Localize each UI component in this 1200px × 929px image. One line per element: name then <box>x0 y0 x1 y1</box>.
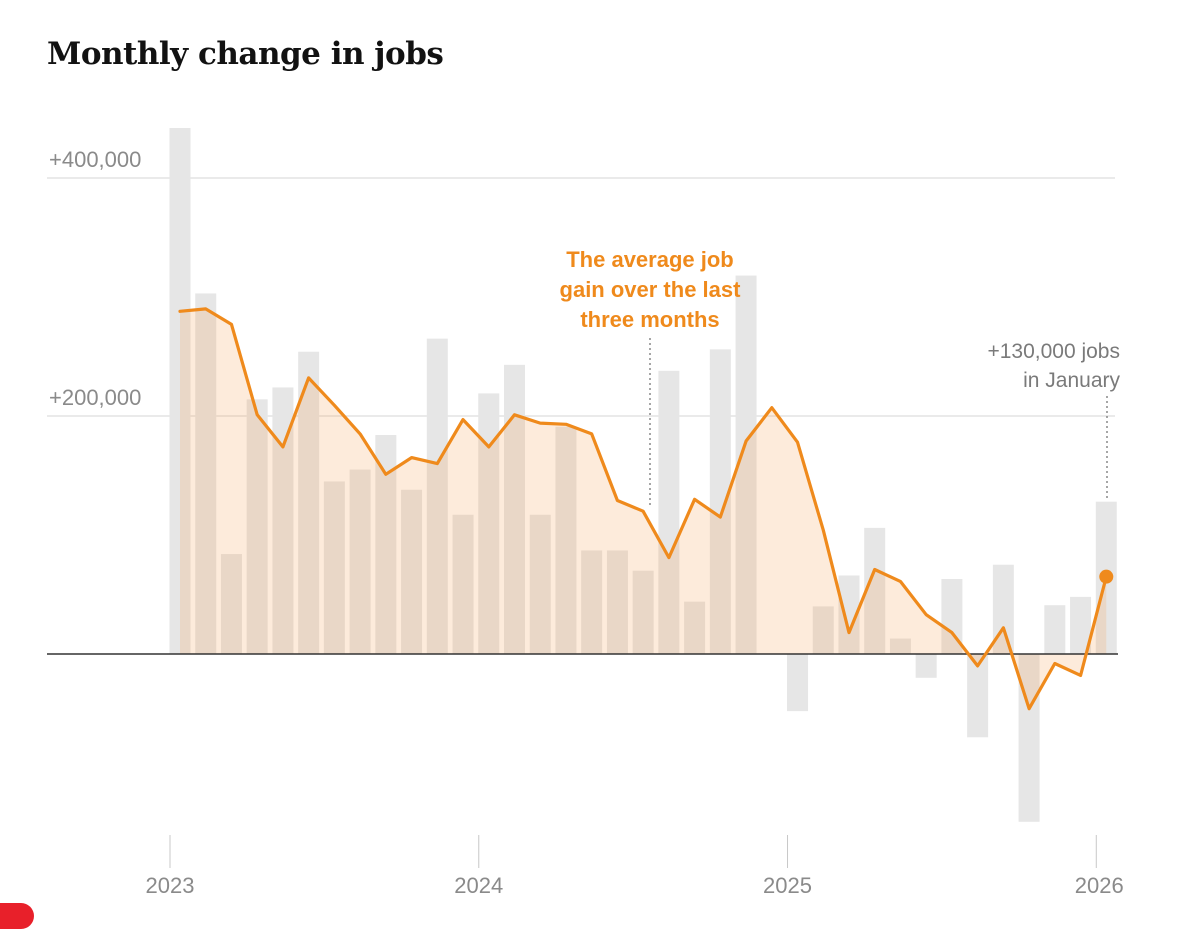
bar-2025-08 <box>967 654 989 738</box>
latest-annotation: +130,000 jobs in January <box>987 340 1120 392</box>
bar-2023-09 <box>375 435 397 654</box>
bar-2023-03 <box>220 554 242 654</box>
x-tick-label: 2023 <box>146 873 195 898</box>
bar-2023-06 <box>298 351 320 654</box>
bar-2024-11 <box>735 275 757 654</box>
bar-2025-12 <box>1070 596 1092 654</box>
bar-2025-02 <box>812 606 834 654</box>
bar-2024-04 <box>555 426 577 654</box>
average-annotation-line: three months <box>580 307 719 332</box>
average-area <box>180 308 1107 709</box>
bar-2024-09 <box>684 601 706 654</box>
bar-2025-11 <box>1044 605 1066 654</box>
corner-marker <box>0 903 34 929</box>
bar-2023-12 <box>452 514 474 654</box>
x-axis: 2023 2024 2025 2026 <box>146 835 1124 898</box>
y-tick-label: +400,000 <box>49 147 141 172</box>
x-tick-label: 2026 <box>1075 873 1124 898</box>
bar-2023-10 <box>401 489 423 654</box>
bar-2023-02 <box>195 293 217 654</box>
bar-2025-05 <box>889 638 911 654</box>
chart-title: Monthly change in jobs <box>47 36 444 72</box>
bar-2024-07 <box>632 570 654 654</box>
bar-2023-01 <box>169 128 191 654</box>
bar-2025-01 <box>787 654 809 712</box>
bar-2023-11 <box>426 338 448 654</box>
bars <box>169 128 1117 822</box>
latest-point-marker <box>1099 569 1114 584</box>
gridlines <box>47 177 1115 417</box>
bar-2023-08 <box>349 469 371 654</box>
bar-2023-07 <box>323 481 345 654</box>
bar-2024-08 <box>658 370 680 654</box>
average-annotation-line: gain over the last <box>560 277 742 302</box>
bar-2025-04 <box>864 527 886 654</box>
y-tick-label: +200,000 <box>49 385 141 410</box>
bar-2024-03 <box>529 514 551 654</box>
average-line <box>178 307 1108 711</box>
latest-annotation-line: in January <box>1023 369 1120 392</box>
bar-2025-09 <box>992 564 1014 654</box>
bar-2025-07 <box>941 579 963 654</box>
bar-2023-05 <box>272 387 294 654</box>
bar-2025-06 <box>915 654 937 678</box>
bar-2023-04 <box>246 399 268 654</box>
x-tick-label: 2024 <box>454 873 503 898</box>
bar-2025-03 <box>838 575 860 654</box>
bar-2024-05 <box>581 550 603 654</box>
bar-2024-10 <box>709 349 731 654</box>
bar-2024-06 <box>606 550 628 654</box>
latest-annotation-line: +130,000 jobs <box>987 340 1120 363</box>
bar-2024-02 <box>503 364 525 654</box>
average-annotation: The average job gain over the last three… <box>560 247 742 332</box>
bar-2024-01 <box>478 393 500 654</box>
y-axis: +400,000 +200,000 <box>49 147 141 410</box>
average-annotation-line: The average job <box>566 247 734 272</box>
x-tick-label: 2025 <box>763 873 812 898</box>
